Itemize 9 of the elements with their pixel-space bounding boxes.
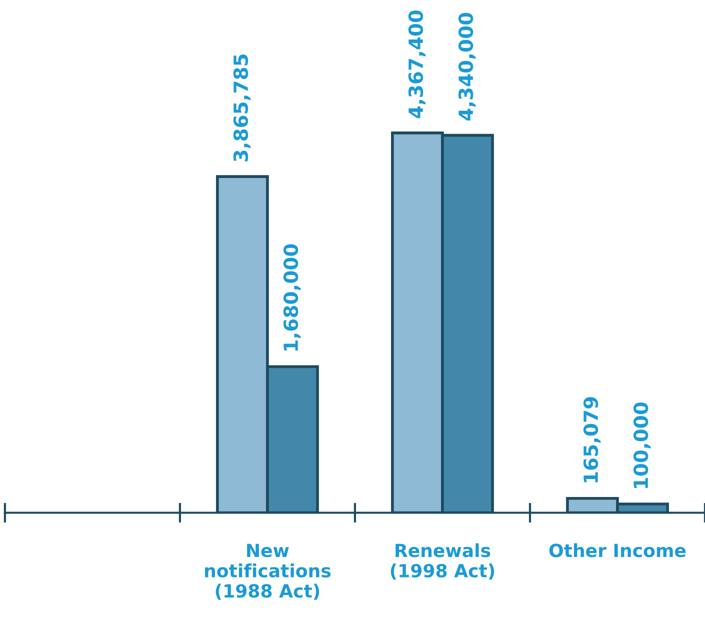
data-label: 100,000: [633, 402, 651, 488]
data-label: 165,079: [583, 397, 601, 482]
x-tick-label: New notifications (1988 Act): [205, 544, 331, 600]
data-label: 3,865,785: [233, 54, 251, 162]
data-label: 4,340,000: [458, 12, 476, 121]
x-tick-label: Other Income: [549, 543, 686, 558]
data-label: 4,367,400: [408, 10, 426, 118]
data-label: 1,680,000: [283, 244, 301, 351]
x-tick-label: Renewals (1998 Act): [390, 543, 494, 580]
